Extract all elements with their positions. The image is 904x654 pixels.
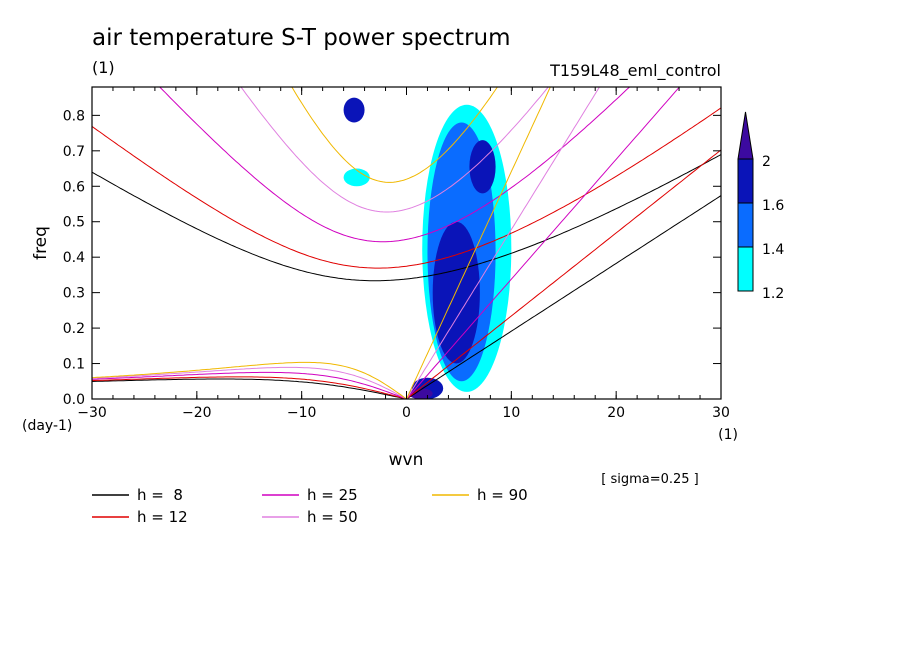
- x-tick-label: 30: [712, 405, 730, 421]
- colorbar-swatch: [737, 158, 754, 204]
- x-unit-label: (1): [718, 427, 738, 443]
- sigma-note: [ sigma=0.25 ]: [601, 472, 699, 487]
- colorbar-triangle: [737, 111, 754, 160]
- y-tick-label: 0.3: [63, 286, 85, 302]
- curve-kelvin-h12: [406, 149, 721, 399]
- shaded-region-6: [469, 140, 496, 194]
- x-tick-label: −10: [287, 405, 317, 421]
- shaded-region-2: [343, 168, 370, 187]
- colorbar-label: 1.2: [762, 286, 784, 302]
- y-tick-label: 0.1: [63, 357, 85, 373]
- x-axis-label: wvn: [389, 450, 424, 470]
- curve-rossby-h12: [92, 376, 407, 399]
- legend-label: h = 8: [137, 486, 183, 504]
- legend-label: h = 25: [307, 486, 358, 504]
- curve-ig-h90: [291, 87, 498, 183]
- left-subtitle: (1): [92, 58, 115, 77]
- colorbar: 1.2 1.4 1.6 2: [737, 111, 784, 302]
- y-tick-label: 0.0: [63, 392, 85, 408]
- plot-frame: [91, 86, 722, 400]
- legend-label: h = 12: [137, 508, 188, 526]
- curve-rossby-h8: [92, 378, 407, 399]
- curve-ig-h8: [92, 154, 721, 282]
- x-tick-label: 0: [402, 405, 411, 421]
- dispersion-curves: [92, 87, 721, 399]
- shaded-region-8: [408, 388, 433, 399]
- colorbar-swatch: [737, 202, 754, 248]
- y-tick-label: 0.2: [63, 321, 85, 337]
- x-tick-label: 10: [502, 405, 520, 421]
- shaded-region-7: [343, 97, 365, 123]
- curve-rossby-h25: [92, 371, 407, 399]
- legend-label: h = 50: [307, 508, 358, 526]
- y-unit-label: (day-1): [22, 418, 72, 434]
- y-tick-label: 0.4: [63, 250, 85, 266]
- curve-kelvin-h90: [406, 87, 551, 399]
- colorbar-label: 1.4: [762, 242, 784, 258]
- legend: h = 8 h = 12 h = 25 h = 50 h = 90: [92, 486, 528, 526]
- axis-ticks: −30 −20 −10 0 10 20 30 0.0 0.1 0.2 0.3 0.4 0.5 0.6 0.7…: [63, 87, 730, 421]
- colorbar-label: 1.6: [762, 198, 784, 214]
- y-tick-label: 0.7: [63, 144, 85, 160]
- curve-kelvin-h8: [406, 195, 721, 399]
- y-tick-label: 0.5: [63, 215, 85, 231]
- legend-label: h = 90: [477, 486, 528, 504]
- y-tick-label: 0.6: [63, 179, 85, 195]
- x-tick-label: −20: [182, 405, 212, 421]
- curve-rossby-h90: [92, 361, 407, 399]
- colorbar-swatch: [737, 246, 754, 292]
- curve-rossby-h50: [92, 366, 407, 399]
- curve-ig-h25: [159, 87, 631, 243]
- chart-title: air temperature S-T power spectrum: [92, 25, 511, 51]
- curve-ig-h12: [92, 107, 721, 269]
- colorbar-label: 2: [762, 154, 771, 170]
- x-tick-label: −30: [77, 405, 107, 421]
- y-axis-label: freq: [31, 226, 51, 260]
- y-tick-label: 0.8: [63, 108, 85, 124]
- x-tick-label: 20: [607, 405, 625, 421]
- curve-kelvin-h50: [406, 87, 601, 399]
- curve-kelvin-h25: [406, 87, 681, 399]
- curve-ig-h50: [240, 87, 549, 213]
- right-subtitle: T159L48_eml_control: [549, 61, 721, 81]
